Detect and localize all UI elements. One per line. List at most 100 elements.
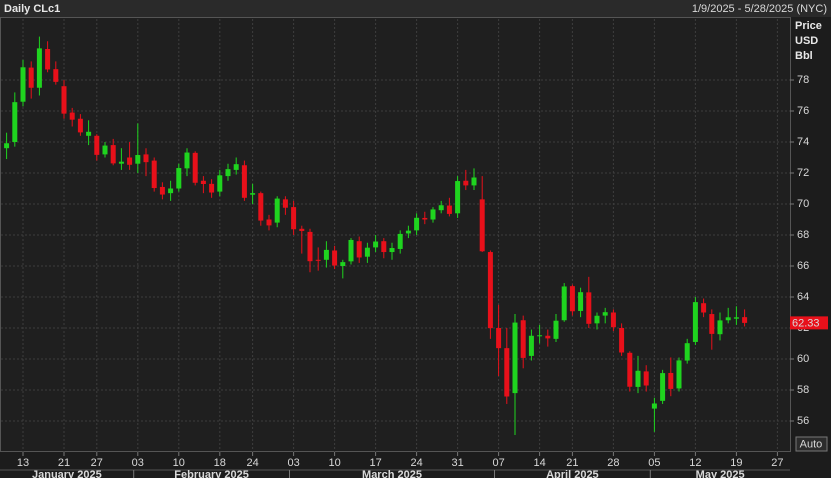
y-tick-label: 72 [797,167,809,179]
candle-body [537,335,543,337]
candle-body [479,199,485,252]
candle-body [291,207,297,230]
candle-body [643,371,649,386]
candle-body [717,320,723,335]
x-tick-label: 27 [771,457,783,469]
x-tick-label: 21 [58,457,70,469]
candle-body [455,181,461,214]
candle-body [102,145,108,155]
candle-body [610,312,616,328]
month-label: May 2025 [696,469,745,478]
x-tick-label: 03 [132,457,144,469]
candle-body [299,228,305,231]
auto-button-box[interactable] [795,436,828,452]
candle-body [241,165,247,198]
candle-body [348,239,354,262]
candle-body [635,370,641,387]
y-tick-label: 60 [797,353,809,365]
last-price-label: 62.33 [792,317,820,329]
candle-body [86,131,92,136]
candle-body [307,231,313,262]
month-label: March 2025 [362,469,422,478]
candle-body [561,286,567,321]
candle-body [4,143,10,149]
candle-body [446,205,452,214]
candle-body [332,250,338,266]
candle-body [94,135,100,155]
candle-body [184,152,190,169]
x-tick-label: 07 [492,457,504,469]
candle-body [684,343,690,361]
x-tick-label: 19 [730,457,742,469]
candle-body [373,241,379,248]
candle-body [127,157,133,165]
month-label: April 2025 [546,469,599,478]
candle-body [61,86,67,114]
month-label: February 2025 [174,469,249,478]
candle-body [110,145,116,164]
candle-body [619,328,625,353]
candle-body [340,262,346,266]
x-tick-label: 14 [533,457,545,469]
header-bar [0,0,831,17]
candle-body [323,249,329,260]
candle-body [389,248,395,253]
candle-body [545,335,551,339]
candle-body [266,219,272,226]
candle-body [520,320,526,358]
candle-body [118,161,124,164]
last-price-box [790,316,828,330]
candle-body [364,247,370,257]
candle-body [274,198,280,223]
month-label: January 2025 [32,469,102,478]
x-tick-label: 13 [17,457,29,469]
candle-body [20,67,26,102]
x-tick-label: 24 [246,457,258,469]
date-range: 1/9/2025 - 5/28/2025 (NYC) [692,3,827,15]
x-tick-label: 24 [410,457,422,469]
candle-body [586,292,592,324]
candle-body [676,360,682,389]
candle-body [282,199,288,208]
candle-body [487,252,493,329]
candle-body [602,312,608,316]
candle-body [12,102,18,142]
candle-body [143,154,149,163]
candle-body [438,205,444,211]
candle-body [315,259,321,261]
candle-body [258,193,264,221]
candle-body [356,241,362,258]
auto-button[interactable]: Auto [795,436,828,452]
candle-body [200,180,206,185]
candle-body [45,49,51,70]
candle-body [151,160,157,189]
x-tick-label: 17 [369,457,381,469]
x-tick-label: 12 [689,457,701,469]
candle-body [709,314,715,334]
candle-body [471,177,477,186]
candle-body [422,217,428,220]
candle-body [233,164,239,170]
auto-button-label[interactable]: Auto [800,438,823,450]
candle-body [496,328,502,349]
y-tick-label: 74 [797,136,809,148]
y-tick-label: 66 [797,260,809,272]
candle-body [512,322,518,394]
candle-body [217,175,223,192]
chart-title: Daily CLc1 [4,3,60,15]
candle-body [405,230,411,234]
candle-body [36,48,42,88]
y-tick-label: 76 [797,105,809,117]
candle-body [397,233,403,249]
candle-body [209,183,215,193]
candle-body [594,315,600,324]
y-tick-label: 70 [797,198,809,210]
x-tick-label: 18 [214,457,226,469]
candle-body [553,320,559,339]
candle-body [225,169,231,177]
candle-body [701,303,707,313]
candle-body [668,372,674,389]
x-tick-label: 10 [173,457,185,469]
y-tick-label: 56 [797,415,809,427]
